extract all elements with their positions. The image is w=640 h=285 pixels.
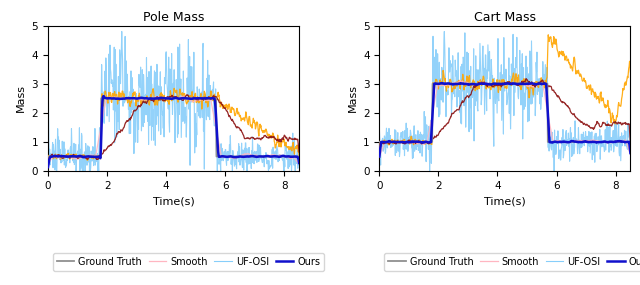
Title: Pole Mass: Pole Mass bbox=[143, 11, 204, 25]
Y-axis label: Mass: Mass bbox=[16, 84, 26, 112]
X-axis label: Time(s): Time(s) bbox=[153, 196, 195, 206]
Legend: Naive, Weighted: Naive, Weighted bbox=[53, 282, 184, 285]
Legend: Naive, Weighted: Naive, Weighted bbox=[384, 282, 516, 285]
Y-axis label: Mass: Mass bbox=[348, 84, 358, 112]
X-axis label: Time(s): Time(s) bbox=[484, 196, 525, 206]
Title: Cart Mass: Cart Mass bbox=[474, 11, 536, 25]
